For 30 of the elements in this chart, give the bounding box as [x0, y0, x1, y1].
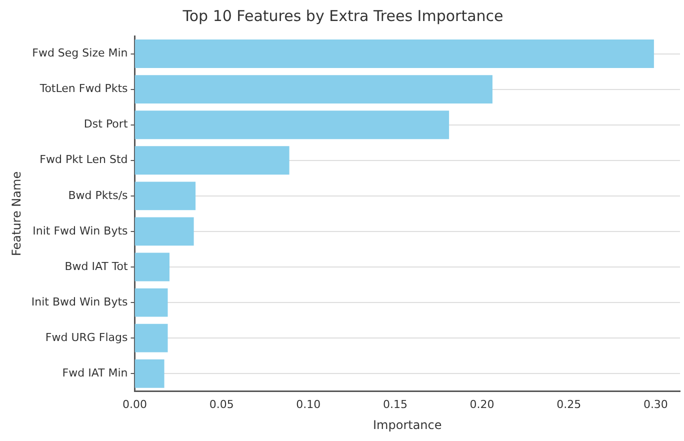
x-tick-label: 0.10	[296, 398, 321, 411]
chart-title: Top 10 Features by Extra Trees Importance	[182, 6, 504, 25]
bar	[134, 75, 492, 104]
y-tick-label: Fwd Pkt Len Std	[40, 153, 128, 166]
bar	[134, 182, 196, 210]
bar	[134, 288, 168, 317]
y-tick-label: Fwd URG Flags	[45, 330, 128, 344]
x-tick-label: 0.30	[643, 398, 668, 411]
y-tick-label: Fwd IAT Min	[62, 366, 128, 380]
bar	[134, 110, 450, 140]
y-axis-title: Feature Name	[9, 171, 24, 256]
y-tick-label: Bwd IAT Tot	[64, 260, 128, 273]
x-tick-label: 0.05	[209, 398, 234, 411]
bar	[134, 40, 654, 68]
bar	[134, 252, 170, 282]
y-tick-label: Dst Port	[84, 118, 128, 131]
y-tick-label: TotLen Fwd Pkts	[38, 82, 128, 96]
bar	[134, 217, 194, 246]
bar	[134, 359, 164, 388]
x-tick-label: 0.20	[470, 398, 494, 411]
bar	[134, 324, 168, 352]
bar	[134, 146, 290, 175]
x-axis-title: Importance	[373, 418, 442, 432]
y-tick-label: Init Fwd Win Byts	[32, 224, 128, 238]
x-tick-label: 0.15	[382, 398, 408, 411]
y-tick-label: Bwd Pkts/s	[68, 188, 128, 202]
x-tick-label: 0.00	[122, 398, 148, 411]
y-tick-label: Init Bwd Win Byts	[31, 295, 128, 308]
x-tick-label: 0.25	[556, 398, 582, 411]
y-tick-label: Fwd Seg Size Min	[32, 46, 128, 60]
